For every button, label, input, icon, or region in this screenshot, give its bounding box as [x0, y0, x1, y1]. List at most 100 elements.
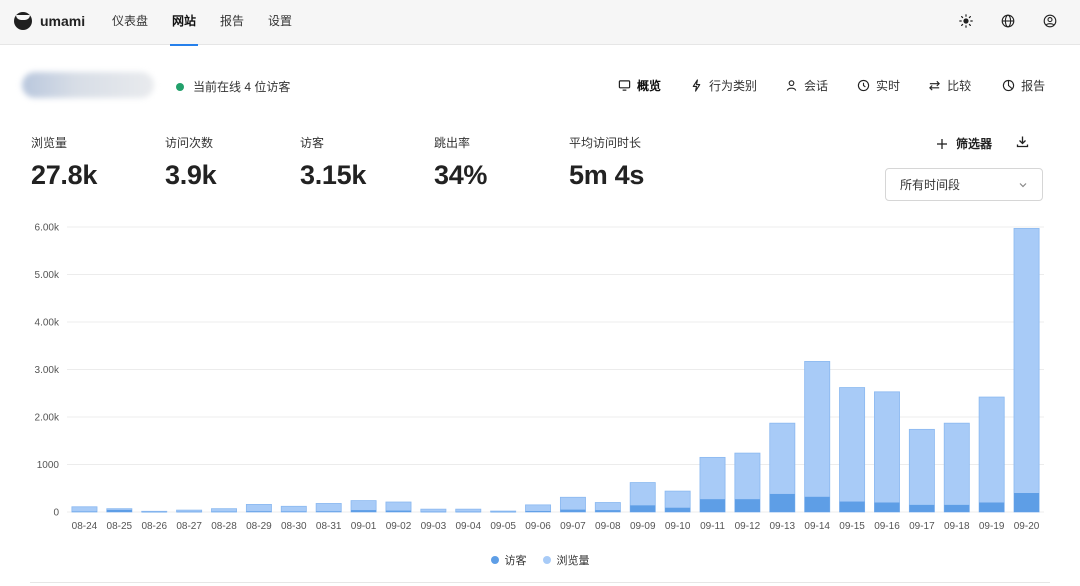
x-tick-label: 08-25: [107, 521, 133, 532]
bar-pageviews[interactable]: [245, 503, 272, 513]
bar-visitors[interactable]: [490, 511, 516, 513]
language-globe-icon[interactable]: [1000, 13, 1016, 29]
bar-visitors[interactable]: [316, 511, 342, 512]
bar-visitors[interactable]: [979, 502, 1005, 513]
bar-pageviews[interactable]: [315, 503, 342, 513]
x-tick-label: 09-11: [700, 521, 725, 532]
tab-compare-label: 比较: [947, 79, 972, 93]
metric-value: 5m 4s: [569, 160, 645, 190]
pageviews-bar-chart: 0 1000 2.00k 3.00k 4.00k 5.00k 6.00k 08-24 08-25…: [35, 223, 1044, 532]
app-logo[interactable]: umami: [14, 12, 85, 30]
tab-realtime[interactable]: 实时: [857, 77, 900, 94]
bar-visitors[interactable]: [909, 504, 935, 512]
section-divider: [30, 582, 1050, 583]
bar-visitors[interactable]: [839, 501, 865, 512]
lightning-icon: [692, 79, 701, 92]
bar-visitors[interactable]: [106, 509, 132, 512]
bar-pageviews[interactable]: [1013, 228, 1040, 513]
bar-pageviews[interactable]: [455, 508, 482, 513]
x-tick-label: 09-05: [490, 521, 516, 532]
bar-visitors[interactable]: [211, 511, 237, 513]
bar-visitors[interactable]: [944, 504, 970, 512]
date-range-select[interactable]: 所有时间段: [885, 168, 1043, 201]
x-tick-label: 09-19: [979, 521, 1005, 532]
profile-user-icon[interactable]: [1042, 13, 1058, 29]
bar-visitors[interactable]: [595, 510, 621, 512]
online-status-dot: [176, 82, 184, 91]
x-tick-label: 09-12: [735, 521, 761, 532]
y-tick-label: 0: [53, 508, 59, 519]
bar-pageviews[interactable]: [385, 501, 412, 513]
metric-value: 34%: [434, 160, 488, 190]
bar-pageviews[interactable]: [420, 508, 447, 513]
x-tick-label: 08-28: [211, 521, 237, 532]
bar-visitors[interactable]: [71, 511, 98, 513]
tab-sessions[interactable]: 会话: [785, 77, 828, 94]
theme-toggle-sun-icon[interactable]: [958, 13, 974, 29]
legend-dot: [490, 556, 499, 564]
x-tick-label: 08-24: [72, 521, 98, 532]
metric-label: 访问次数: [165, 136, 214, 150]
date-range-value: 所有时间段: [900, 178, 961, 192]
website-name-blurred: [22, 72, 154, 98]
bar-pageviews[interactable]: [839, 387, 866, 513]
nav-item-websites[interactable]: 网站: [170, 0, 199, 46]
bar-visitors[interactable]: [630, 505, 656, 512]
bar-pageviews[interactable]: [874, 391, 900, 513]
legend-label: 访客: [504, 555, 527, 567]
tab-compare[interactable]: 比较: [928, 77, 971, 94]
legend-item-visitors[interactable]: 访客: [490, 552, 527, 568]
legend-item-pageviews[interactable]: 浏览量: [542, 552, 590, 568]
bar-visitors[interactable]: [351, 510, 377, 512]
download-button[interactable]: [1016, 135, 1029, 153]
bar-visitors[interactable]: [281, 511, 307, 512]
bar-visitors[interactable]: [665, 507, 691, 512]
metric-value: 27.8k: [31, 160, 98, 190]
metric-bounce-rate: 跳出率 34%: [434, 134, 487, 191]
bar-visitors[interactable]: [525, 511, 551, 512]
nav-item-dashboard[interactable]: 仪表盘: [112, 14, 149, 28]
bar-visitors[interactable]: [699, 499, 726, 512]
metric-label: 浏览量: [31, 136, 68, 150]
bar-pageviews[interactable]: [280, 505, 307, 513]
y-tick-label: 6.00k: [35, 223, 60, 234]
bar-visitors[interactable]: [246, 511, 272, 512]
bar-pageviews[interactable]: [978, 396, 1005, 513]
download-icon: [1016, 136, 1029, 148]
online-visitors-indicator: 当前在线 4 位访客: [176, 78, 290, 95]
tab-events[interactable]: 行为类别: [690, 77, 757, 94]
bar-visitors[interactable]: [734, 499, 760, 512]
bar-visitors[interactable]: [385, 510, 412, 512]
bar-visitors[interactable]: [560, 509, 586, 512]
x-tick-label: 08-29: [246, 521, 272, 532]
y-tick-label: 2.00k: [35, 413, 60, 424]
bar-pageviews[interactable]: [211, 508, 237, 513]
bar-visitors[interactable]: [769, 493, 795, 512]
monitor-icon: [618, 80, 631, 91]
bar-visitors[interactable]: [874, 502, 900, 513]
metric-visits: 访问次数 3.9k: [165, 134, 217, 191]
bar-pageviews[interactable]: [804, 361, 831, 513]
umami-logo-icon: [14, 12, 32, 30]
bar-pageviews[interactable]: [525, 504, 552, 513]
y-tick-label: 3.00k: [35, 365, 60, 376]
chevron-down-icon: [1019, 182, 1027, 187]
y-tick-label: 4.00k: [35, 318, 60, 329]
x-tick-label: 09-17: [909, 521, 935, 532]
bar-pageviews[interactable]: [908, 428, 935, 513]
bar-pageviews[interactable]: [943, 422, 970, 513]
bar-pageviews[interactable]: [71, 506, 98, 513]
x-tick-label: 08-31: [316, 521, 342, 532]
top-navbar: umami 仪表盘 网站 报告 设置: [0, 0, 1080, 46]
filter-button[interactable]: 筛选器: [936, 135, 992, 152]
bar-visitors[interactable]: [141, 511, 167, 513]
tab-reports[interactable]: 报告: [1002, 77, 1045, 94]
nav-item-reports[interactable]: 报告: [220, 14, 245, 28]
bar-visitors[interactable]: [1013, 493, 1040, 512]
nav-item-settings[interactable]: 设置: [268, 14, 293, 28]
tab-realtime-label: 实时: [876, 79, 901, 93]
bar-visitors[interactable]: [804, 496, 830, 512]
x-tick-label: 08-30: [281, 521, 307, 532]
x-tick-label: 09-15: [839, 521, 865, 532]
tab-overview[interactable]: 概览: [618, 77, 661, 94]
